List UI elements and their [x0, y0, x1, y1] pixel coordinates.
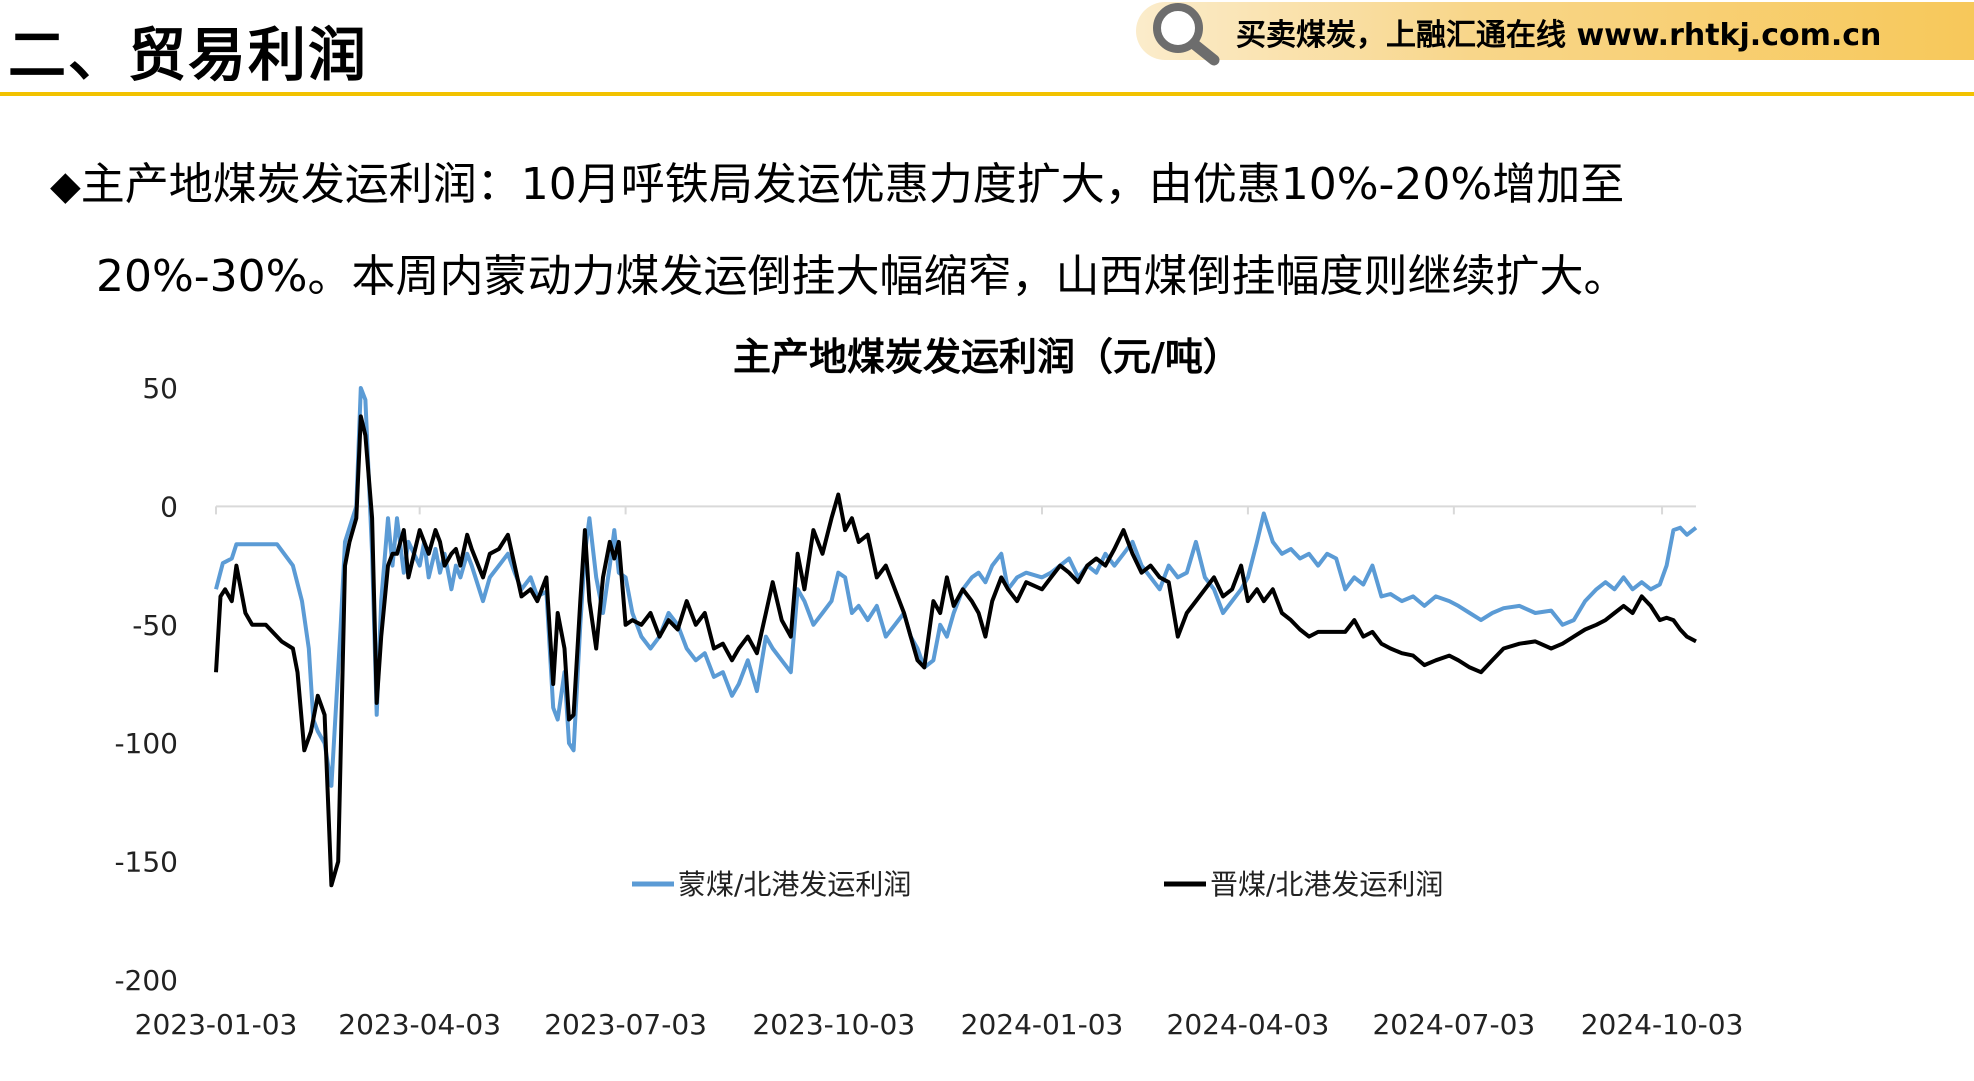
y-tick-label: -150 [114, 846, 178, 879]
series-line-0 [214, 386, 1698, 788]
y-tick-label: -100 [114, 727, 178, 760]
search-icon[interactable] [1148, 0, 1224, 66]
header-divider [0, 92, 1974, 96]
bullet-diamond: ◆ [50, 163, 81, 209]
y-tick-label: -50 [132, 609, 178, 642]
x-tick-label: 2024-04-03 [1167, 1008, 1330, 1041]
bullet-text-1: 主产地煤炭发运利润：10月呼铁局发运优惠力度扩大，由优惠10%-20%增加至 [80, 159, 1625, 210]
bullet-line-1: ◆主产地煤炭发运利润：10月呼铁局发运优惠力度扩大，由优惠10%-20%增加至 [50, 148, 1624, 212]
x-tick-label: 2023-10-03 [752, 1008, 915, 1041]
y-tick-label: -200 [114, 964, 178, 997]
legend-label-1: 晋煤/北港发运利润 [1210, 868, 1443, 901]
x-tick-label: 2024-01-03 [961, 1008, 1124, 1041]
x-tick-label: 2024-07-03 [1372, 1008, 1535, 1041]
chart-title: 主产地煤炭发运利润（元/吨） [733, 335, 1241, 379]
y-tick-label: 0 [160, 490, 178, 523]
section-title: 二、贸易利润 [8, 21, 369, 89]
bullet-line-2: 20%-30%。本周内蒙动力煤发运倒挂大幅缩窄，山西煤倒挂幅度则继续扩大。 [96, 251, 1628, 302]
x-tick-label: 2024-10-03 [1581, 1008, 1744, 1041]
x-tick-label: 2023-07-03 [544, 1008, 707, 1041]
series-line-1 [214, 414, 1697, 888]
x-tick-label: 2023-04-03 [338, 1008, 501, 1041]
y-tick-label: 50 [142, 372, 178, 405]
search-banner[interactable] [1136, 2, 1974, 60]
search-banner-text[interactable]: 买卖煤炭，上融汇通在线 www.rhtkj.com.cn [1236, 18, 1882, 53]
legend-label-0: 蒙煤/北港发运利润 [678, 868, 911, 901]
x-tick-label: 2023-01-03 [135, 1008, 298, 1041]
